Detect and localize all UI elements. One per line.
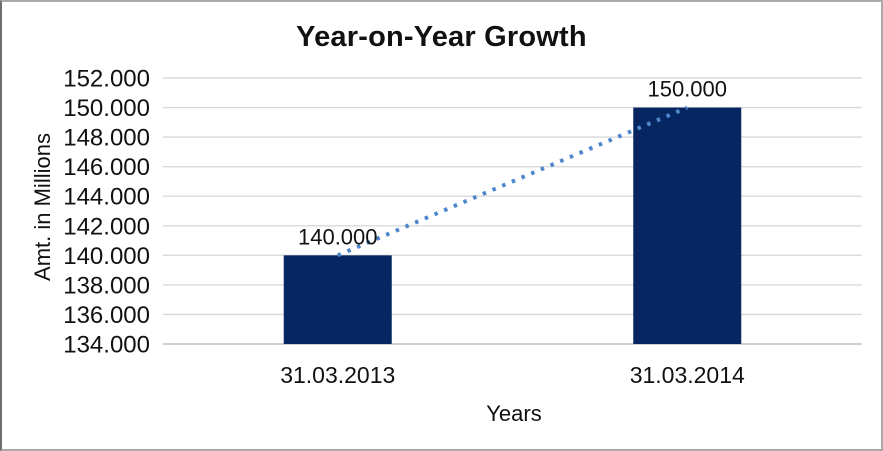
y-tick-label: 138.000 (63, 272, 150, 299)
x-axis-title: Years (486, 401, 542, 426)
bar-31.03.2013 (283, 255, 392, 344)
y-tick-label: 136.000 (63, 302, 150, 329)
y-tick-label: 134.000 (63, 332, 150, 359)
chart-title: Year-on-Year Growth (296, 21, 587, 53)
bar-data-label: 150.000 (647, 77, 727, 102)
y-tick-label: 148.000 (63, 125, 150, 152)
y-tick-label: 142.000 (63, 213, 150, 240)
bar-31.03.2014 (633, 107, 742, 344)
y-tick-label: 150.000 (63, 95, 150, 122)
x-category-label: 31.03.2014 (630, 362, 745, 388)
y-tick-label: 152.000 (63, 66, 150, 93)
y-tick-label: 140.000 (63, 243, 150, 270)
y-tick-label: 146.000 (63, 154, 150, 181)
bar-data-label: 140.000 (298, 224, 378, 249)
y-tick-label: 144.000 (63, 184, 150, 211)
trendline (336, 105, 689, 258)
x-category-label: 31.03.2013 (280, 362, 395, 388)
